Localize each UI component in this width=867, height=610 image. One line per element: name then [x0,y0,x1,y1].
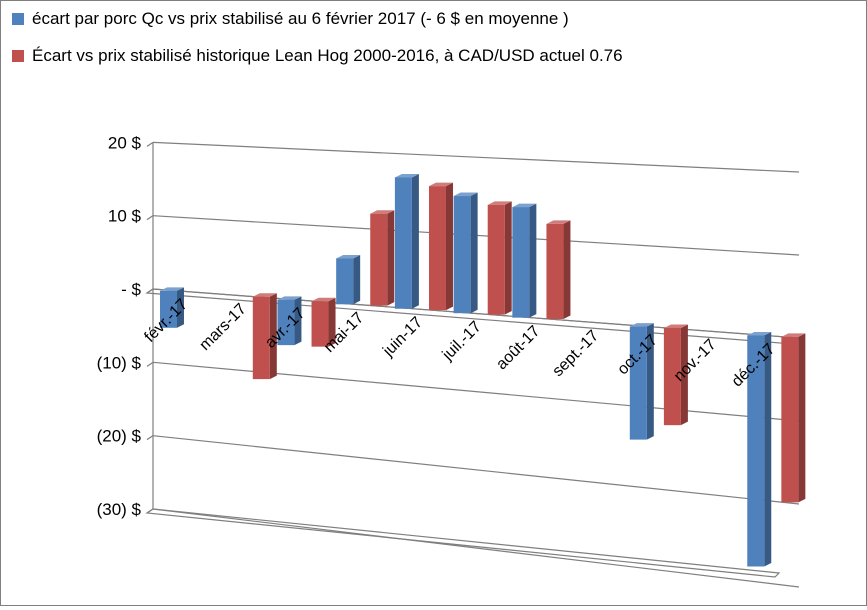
bar-face [277,299,295,346]
bar-2-3 [370,210,395,306]
bar-face [512,207,530,318]
bar-1-5 [453,192,478,314]
bar-side [294,296,302,346]
bar-face [487,204,505,315]
gridline-5 [152,508,800,588]
bar-top [781,333,806,337]
y-tick-label-3: (10) $ [97,353,142,372]
gridline-depth-4 [146,435,154,441]
bar-top [487,201,512,205]
bar-top [277,296,302,300]
x-tick-label-5: juil.-17 [439,318,485,364]
bar-2-2 [311,297,336,347]
y-tick-label-1: 10 $ [108,207,142,226]
bar-2-8 [663,324,688,426]
bar-top [159,287,184,291]
gridline-4 [152,435,800,505]
bar-face [311,301,329,347]
bar-top [453,192,478,197]
bar-face [453,196,471,314]
bar-2-5 [487,201,512,315]
bar-side [411,173,419,309]
bar-side [269,293,277,380]
bar-top [252,293,277,297]
bar-face [394,177,412,309]
bar-side [529,203,537,318]
bar-side [328,297,336,347]
x-tick-label-7: sept.-17 [549,327,602,380]
x-tick-label-1: mars-17 [196,300,250,354]
bar-side [445,182,453,311]
bar-face [747,335,765,567]
y-tick-label-5: (30) $ [97,500,142,519]
legend-label-2: Écart vs prix stabilisé historique Lean … [32,46,623,65]
legend-label-1: écart par porc Qc vs prix stabilisé au 6… [32,9,569,28]
bar-top [747,331,772,336]
y-tick-label-0: 20 $ [108,133,142,152]
gridline-depth-1 [146,215,154,221]
bar-top [428,182,453,187]
bar-face [252,296,270,380]
bar-2-6 [546,220,571,320]
bar-side [387,210,395,306]
bar-side [798,333,806,503]
bar-1-6 [512,203,537,318]
bars [159,173,806,567]
bar-side [680,324,688,426]
bar-side [176,287,184,328]
y-axis: 20 $ 10 $ - $ (10) $ (20) $ (30) $ [97,133,142,519]
bar-top [311,297,336,302]
bar-1-4 [394,173,419,309]
bar-top [546,220,571,224]
bar-top [336,254,361,259]
y-tick-label-2: - $ [121,280,141,299]
bar-side [646,323,654,440]
bar-top [512,203,537,208]
gridline-depth-0 [146,141,154,147]
x-tick-label-4: juin-17 [379,314,426,361]
bar-2-10 [781,333,806,503]
gridline-depth-3 [146,361,154,367]
gridline-3 [152,361,800,422]
bar-1-2 [277,296,302,346]
bar-top [663,324,688,328]
gridline-0 [152,141,800,173]
bar-2-1 [252,293,277,380]
bar-face [663,327,681,426]
bar-2-4 [428,182,453,311]
bar-top [629,323,654,327]
bar-face [781,336,799,503]
x-tick-label-6: août-17 [493,323,543,373]
bar-face [159,290,177,328]
bar-face [370,213,388,306]
floor-slab [145,508,781,578]
bar-side [504,201,512,315]
bar-side [470,192,478,314]
bar-side [353,254,361,305]
bar-face [546,223,564,320]
bar-1-0 [159,287,184,328]
bar-side [563,220,571,320]
bar-top [370,210,395,214]
bar-1-3 [336,254,361,305]
legend: écart par porc Qc vs prix stabilisé au 6… [12,9,623,65]
bar-top [394,173,419,178]
bar-1-10 [747,331,772,567]
bar-1-8 [629,323,654,440]
legend-swatch-1 [12,13,24,25]
legend-swatch-2 [12,50,24,62]
bar-face [428,186,446,311]
bar-face [336,258,354,305]
bar-side [764,331,772,567]
bar-face [629,326,647,440]
y-tick-label-4: (20) $ [97,427,142,446]
